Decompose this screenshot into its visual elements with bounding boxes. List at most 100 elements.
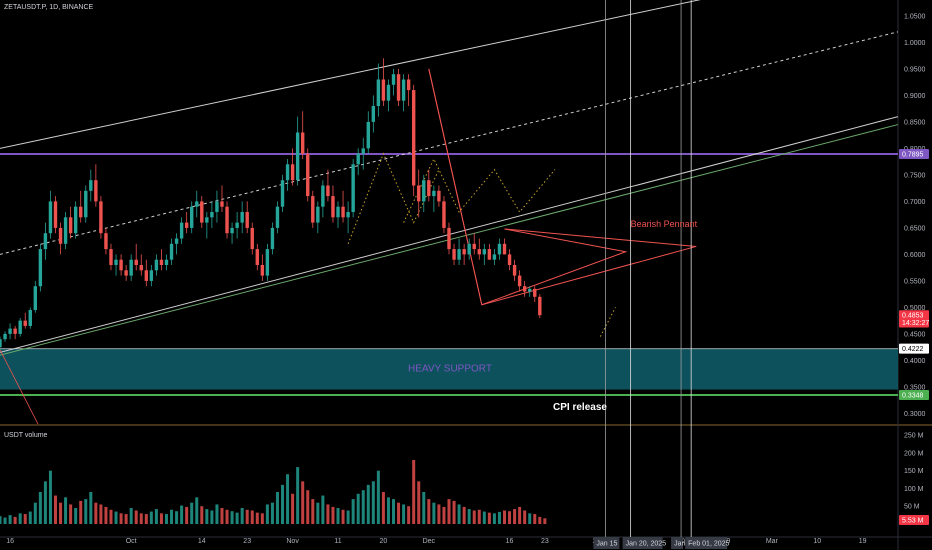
volume-bar	[104, 506, 108, 524]
candle-body	[104, 233, 108, 250]
volume-bar	[376, 470, 380, 524]
candle-body	[240, 212, 244, 223]
volume-bar	[366, 484, 370, 524]
volume-bar	[69, 504, 73, 524]
volume-bar	[164, 514, 168, 524]
price-tag-label: 0.3348	[902, 392, 924, 399]
x-tick-label: 16	[6, 538, 14, 545]
y-tick-label: 0.6000	[904, 252, 926, 259]
volume-bar	[124, 514, 128, 524]
date-badge-bg	[593, 537, 620, 549]
candle-body	[522, 286, 527, 292]
x-tick-label: 14	[198, 538, 206, 545]
candle-body	[391, 74, 396, 85]
x-tick-label: 10	[813, 538, 821, 545]
volume-bar	[109, 509, 113, 524]
candle-body	[0, 339, 2, 348]
volume-bar	[427, 499, 431, 524]
candle-body	[361, 148, 365, 154]
date-badge-bg	[671, 537, 684, 549]
heavy-support-label: HEAVY SUPPORT	[408, 363, 492, 374]
candle-body	[386, 84, 391, 101]
candle-body	[154, 259, 159, 271]
candle-body	[406, 79, 411, 91]
candle-body	[134, 259, 138, 265]
volume-bar	[477, 509, 481, 524]
candle-body	[124, 270, 128, 276]
volume-bar	[447, 499, 451, 524]
annotation-layer	[0, 0, 899, 537]
candle-body	[533, 288, 537, 297]
candle-body	[507, 254, 512, 265]
candle-body	[492, 254, 497, 260]
volume-bar	[331, 506, 335, 524]
volume-bar	[311, 499, 315, 524]
volume-bar	[346, 510, 350, 524]
volume-bar	[200, 506, 204, 524]
volume-bar	[114, 511, 118, 524]
x-tick-label: 23	[243, 538, 251, 545]
volume-tick-label: 150 M	[904, 468, 924, 475]
volume-bar	[149, 511, 153, 524]
candle-body	[13, 328, 17, 334]
candle-body	[376, 79, 381, 106]
volume-bar	[275, 492, 279, 524]
volume-bar	[265, 504, 269, 524]
candle-body	[220, 201, 224, 207]
volume-bar	[502, 510, 506, 524]
candle-body	[68, 217, 73, 234]
volume-bar	[397, 502, 401, 524]
volume-bar	[144, 514, 148, 524]
volume-bar	[402, 504, 406, 524]
volume-bar	[371, 481, 375, 524]
volume-bar	[482, 511, 486, 524]
candle-body	[235, 222, 239, 228]
candle-body	[517, 275, 522, 287]
candle-body	[215, 201, 219, 212]
candle-body	[487, 249, 492, 260]
candle-body	[79, 206, 83, 218]
y-tick-label: 0.4000	[904, 358, 926, 365]
candles-layer	[0, 58, 542, 350]
candle-body	[321, 185, 325, 207]
volume-bar	[170, 509, 174, 524]
volume-bar	[185, 506, 189, 524]
volume-bar	[64, 497, 68, 524]
candle-body	[225, 206, 229, 234]
candle-body	[396, 74, 401, 101]
channel-mid-line	[0, 31, 899, 255]
price-tag-bg	[899, 389, 929, 400]
y-tick-label: 0.3000	[904, 411, 926, 418]
volume-bar	[286, 474, 290, 524]
volume-bar	[341, 509, 345, 524]
volume-tick-label: 200 M	[904, 450, 924, 457]
volume-bar	[351, 499, 355, 524]
candle-body	[94, 180, 98, 202]
volume-bar	[467, 509, 471, 524]
candle-body	[8, 328, 12, 334]
candle-body	[89, 180, 93, 191]
candle-body	[255, 249, 259, 265]
y-tick-label: 0.9000	[904, 93, 926, 100]
candle-body	[245, 212, 249, 228]
candle-body	[3, 333, 7, 340]
candle-body	[38, 249, 43, 287]
price-tag-label: 0.4853	[902, 313, 924, 320]
candle-body	[452, 249, 456, 260]
volume-bar	[119, 513, 123, 524]
date-badge-label: Jan 15	[596, 541, 617, 548]
candle-body	[341, 206, 345, 218]
channel-top-line	[0, 0, 701, 149]
candle-body	[381, 79, 386, 101]
date-badge-label: Jan 20, 2025	[626, 541, 667, 548]
candle-body	[411, 90, 416, 186]
candle-body	[311, 196, 315, 223]
volume-bar	[210, 510, 214, 524]
candle-body	[346, 212, 350, 218]
candle-body	[114, 259, 118, 265]
y-tick-label: 0.8500	[904, 119, 926, 126]
volume-bar	[28, 511, 32, 524]
x-tick-label: 19	[859, 538, 867, 545]
